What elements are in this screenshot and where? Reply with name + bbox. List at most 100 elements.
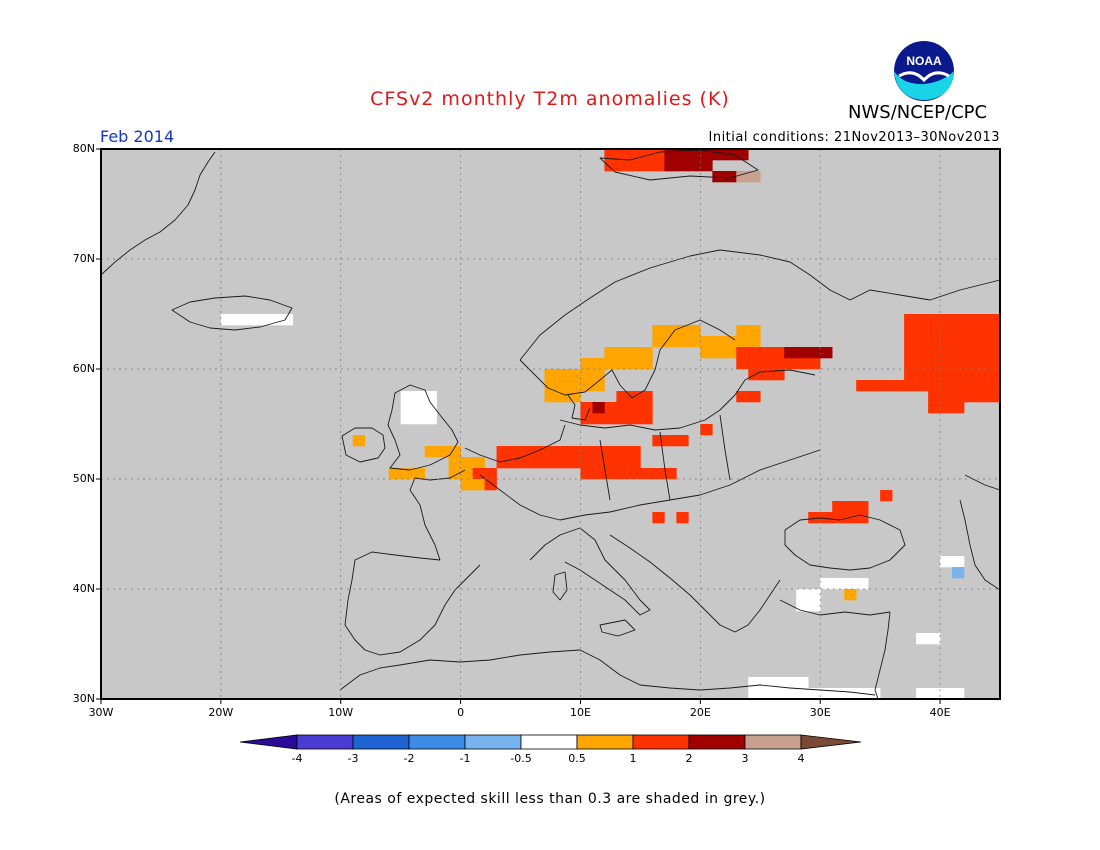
colorbar-arrow-high xyxy=(800,734,862,750)
lat-label: 50N xyxy=(72,472,95,485)
anomaly-cell xyxy=(580,457,593,469)
coast-sicily xyxy=(599,619,636,637)
anomaly-cell xyxy=(736,171,749,183)
map-frame xyxy=(100,148,1001,700)
colorbar-label: 2 xyxy=(685,752,693,765)
colorbar-label: -4 xyxy=(291,752,303,765)
anomaly-cell xyxy=(952,336,965,348)
anomaly-cell xyxy=(580,413,593,425)
gridlines xyxy=(101,149,1000,699)
anomaly-cell xyxy=(460,479,473,491)
anomaly-cell xyxy=(616,446,629,458)
colorbar-segment xyxy=(296,734,354,750)
anomaly-cell xyxy=(268,314,282,326)
anomaly-cell xyxy=(640,402,653,414)
colorbar-label: 4 xyxy=(797,752,805,765)
anomaly-cell xyxy=(808,347,821,359)
anomaly-cell xyxy=(976,314,989,326)
anomaly-cell xyxy=(796,358,809,370)
anomaly-cell xyxy=(664,435,677,447)
anomaly-cell xyxy=(436,446,449,458)
anomaly-cell xyxy=(652,160,665,172)
coast-turkey xyxy=(779,599,891,616)
anomaly-cell xyxy=(628,149,641,161)
anomaly-cell xyxy=(472,468,485,480)
anomaly-cell xyxy=(904,380,917,392)
anomaly-cell xyxy=(616,347,629,359)
anomaly-cell xyxy=(988,325,1001,337)
anomaly-cell xyxy=(856,380,869,392)
anomaly-cell xyxy=(676,435,689,447)
anomaly-cell xyxy=(412,391,425,403)
anomaly-cell xyxy=(928,336,941,348)
anomaly-cell xyxy=(628,413,641,425)
coast-iceland xyxy=(171,295,293,331)
anomaly-cell xyxy=(448,468,461,480)
anomaly-cell xyxy=(760,347,773,359)
anomaly-cell xyxy=(736,347,749,359)
border-europe-1 xyxy=(479,449,821,521)
lon-label: 0 xyxy=(457,706,465,719)
anomaly-cell xyxy=(772,688,785,700)
anomaly-cell xyxy=(988,336,1001,348)
anomaly-cell xyxy=(832,512,845,524)
anomaly-cell xyxy=(928,402,941,414)
anomaly-cell xyxy=(400,402,413,414)
anomaly-cell xyxy=(400,413,413,425)
anomaly-cell xyxy=(916,336,929,348)
anomaly-cell xyxy=(952,358,965,370)
anomaly-cell xyxy=(664,160,677,172)
anomaly-cell xyxy=(688,325,701,337)
anomaly-cell xyxy=(748,677,761,689)
coast-north-africa xyxy=(339,649,876,696)
anomaly-cell xyxy=(412,413,425,425)
coast-north-sea xyxy=(464,424,566,463)
anomaly-cell xyxy=(712,336,725,348)
anomaly-cell xyxy=(652,468,665,480)
colorbar-segment xyxy=(408,734,466,750)
anomaly-cell xyxy=(796,600,809,612)
colorbar-segment xyxy=(464,734,522,750)
anomaly-cell xyxy=(220,314,234,326)
anomaly-cell xyxy=(628,160,641,172)
anomaly-cell xyxy=(952,314,965,326)
anomaly-cell xyxy=(904,369,917,381)
lat-label: 30N xyxy=(72,692,95,705)
colorbar-label: 3 xyxy=(741,752,749,765)
anomaly-cell xyxy=(544,446,557,458)
anomaly-cell xyxy=(832,578,845,590)
anomaly-cell xyxy=(424,446,437,458)
anomaly-cell xyxy=(988,347,1001,359)
anomaly-cell xyxy=(592,457,605,469)
anomaly-cell xyxy=(484,468,497,480)
anomaly-cell xyxy=(844,589,857,601)
anomaly-cell xyxy=(952,325,965,337)
anomaly-cell xyxy=(580,402,593,414)
anomaly-cell xyxy=(952,391,965,403)
coast-italy xyxy=(529,527,651,616)
coast-levant xyxy=(874,611,891,700)
colorbar-segment xyxy=(632,734,690,750)
colorbar-segment xyxy=(688,734,746,750)
anomaly-cell xyxy=(952,369,965,381)
anomaly-cell xyxy=(892,380,905,392)
anomaly-cell xyxy=(628,457,641,469)
anomaly-cell xyxy=(616,457,629,469)
anomaly-cell xyxy=(940,347,953,359)
anomaly-cell xyxy=(688,160,701,172)
anomaly-cell xyxy=(928,633,941,645)
lat-label: 60N xyxy=(72,362,95,375)
anomaly-cell xyxy=(952,347,965,359)
anomaly-cell xyxy=(616,391,629,403)
anomaly-cell xyxy=(508,457,521,469)
anomaly-cell xyxy=(856,512,869,524)
anomaly-cell xyxy=(760,369,773,381)
anomaly-cell xyxy=(844,688,857,700)
anomaly-cell xyxy=(964,325,977,337)
lat-label: 40N xyxy=(72,582,95,595)
lat-ticks xyxy=(96,148,101,700)
anomaly-cell xyxy=(772,369,785,381)
anomaly-cell xyxy=(460,457,473,469)
anomaly-cell xyxy=(280,314,294,326)
anomaly-cell xyxy=(472,479,485,491)
